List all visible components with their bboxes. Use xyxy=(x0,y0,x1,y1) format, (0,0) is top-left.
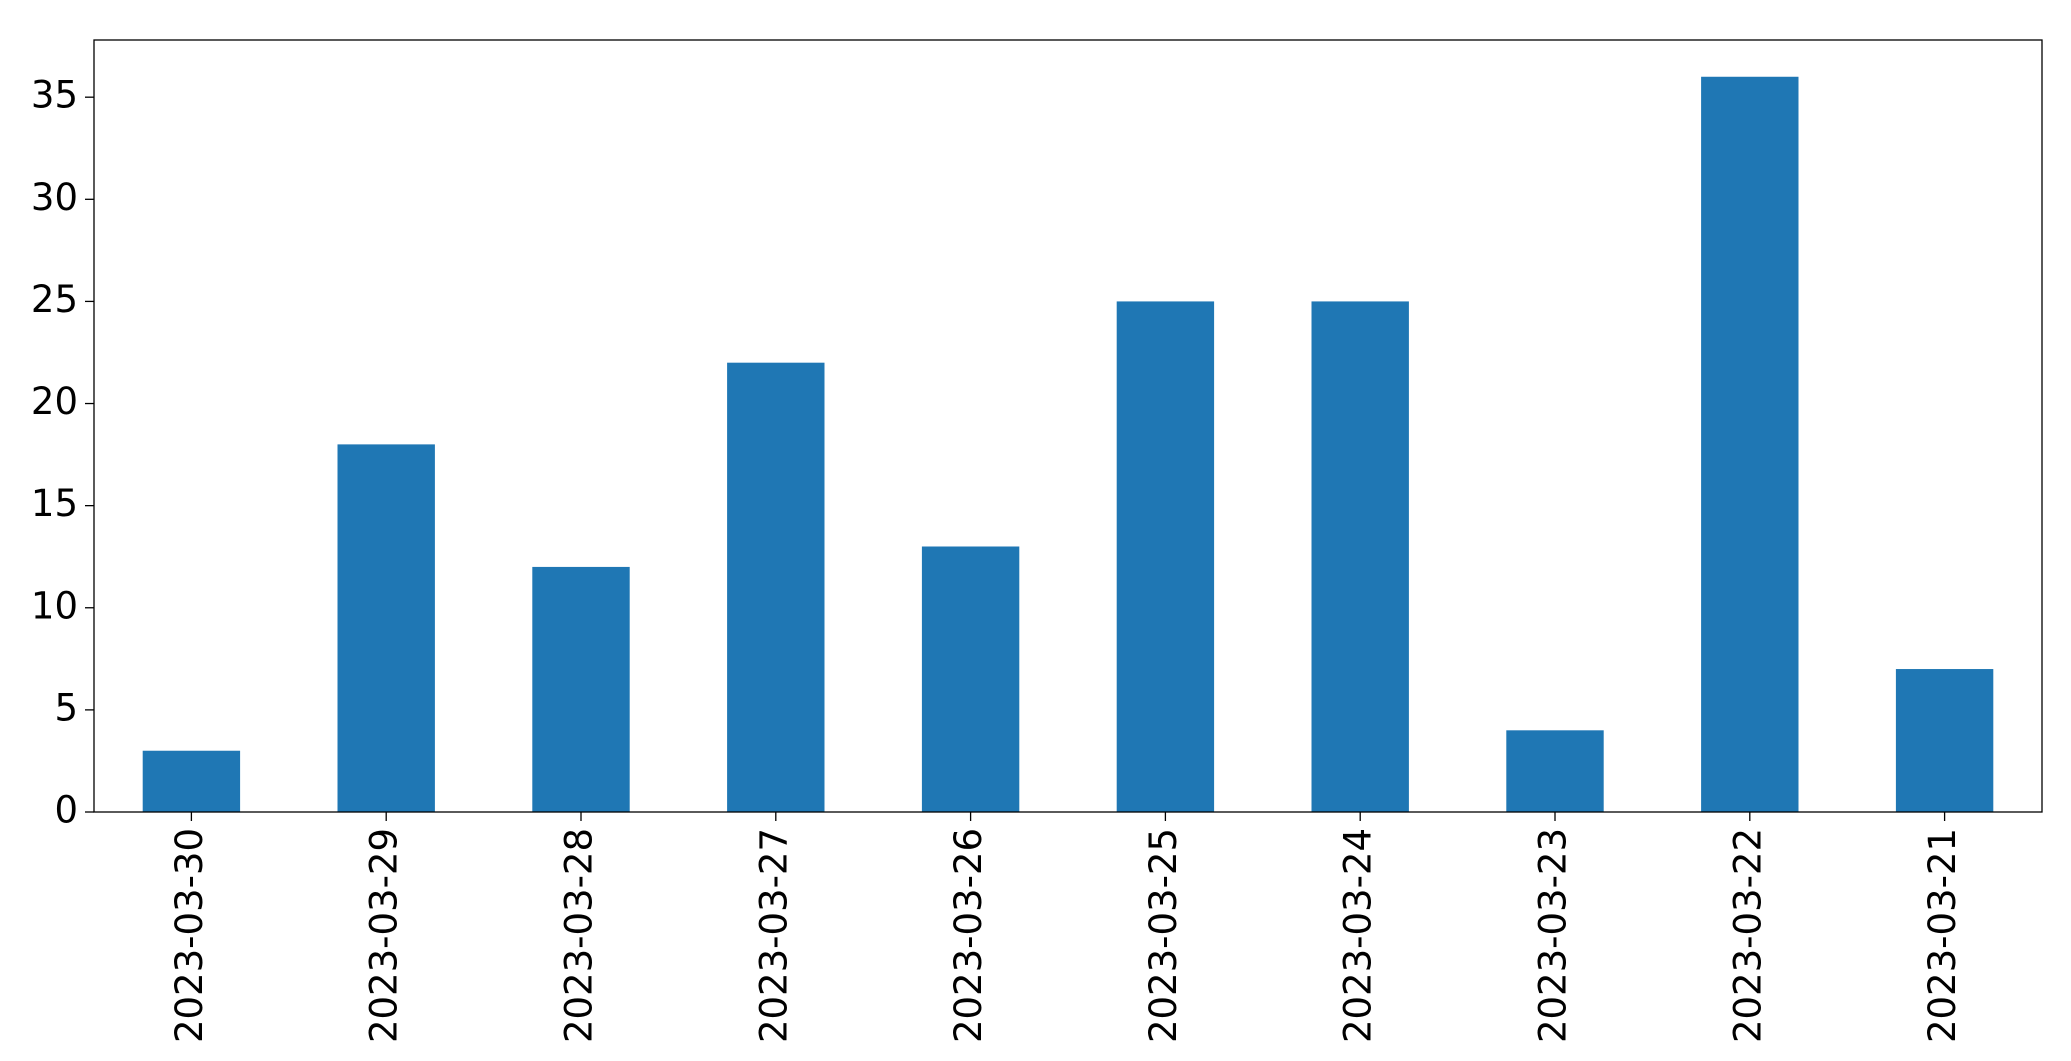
bar xyxy=(921,546,1020,812)
x-tick-label: 2023-03-23 xyxy=(1532,828,1575,1043)
x-tick-label: 2023-03-29 xyxy=(363,828,406,1043)
y-tick-label: 20 xyxy=(31,380,78,423)
x-tick-label: 2023-03-27 xyxy=(752,828,795,1043)
bar xyxy=(727,362,825,812)
x-tick-label: 2023-03-28 xyxy=(558,828,601,1043)
bar xyxy=(532,566,630,812)
x-tick-label: 2023-03-26 xyxy=(947,828,990,1043)
x-tick-label: 2023-03-21 xyxy=(1921,828,1964,1043)
bar xyxy=(1116,301,1215,812)
bar xyxy=(142,750,241,812)
bar xyxy=(1311,301,1409,812)
y-tick-label: 0 xyxy=(54,789,78,832)
plot-frame xyxy=(93,39,2043,813)
x-tick-label: 2023-03-25 xyxy=(1142,828,1185,1043)
bar xyxy=(1895,669,1994,812)
y-tick-label: 30 xyxy=(31,176,78,219)
x-tick-label: 2023-03-24 xyxy=(1337,828,1380,1043)
y-tick-label: 25 xyxy=(31,278,78,321)
x-tick-label: 2023-03-30 xyxy=(168,828,211,1043)
y-tick-label: 10 xyxy=(31,584,78,627)
y-tick-label: 5 xyxy=(54,686,78,729)
x-tick-label: 2023-03-22 xyxy=(1726,828,1769,1043)
bar xyxy=(1701,76,1799,812)
y-tick-label: 35 xyxy=(31,74,78,117)
y-tick-label: 15 xyxy=(31,482,78,525)
bar xyxy=(1506,730,1604,812)
bar xyxy=(337,444,435,812)
